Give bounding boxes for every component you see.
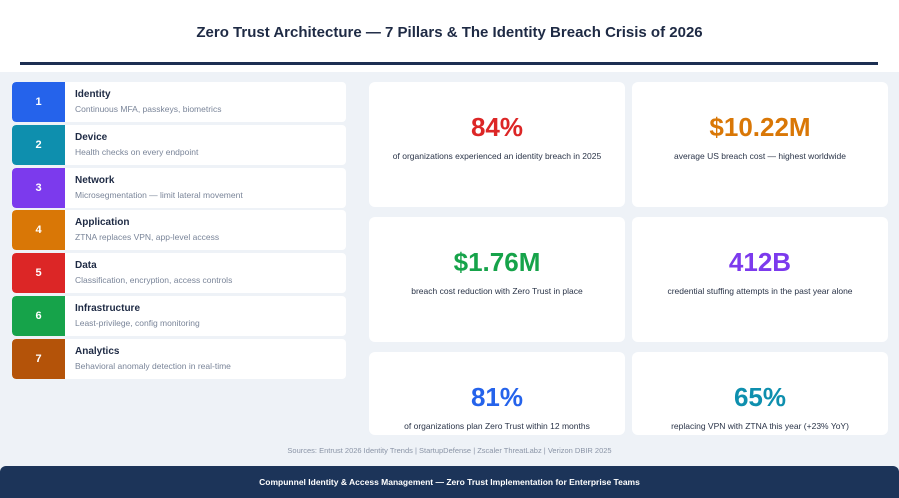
pillar-name: Application [75, 217, 130, 229]
stat-value: $1.76M [453, 247, 541, 277]
pillar-item: 1 Identity Continuous MFA, passkeys, bio… [12, 82, 346, 122]
stat-caption: breach cost reduction with Zero Trust in… [411, 286, 583, 296]
pillar-description: ZTNA replaces VPN, app-level access [75, 232, 220, 243]
stat-card: 65% replacing VPN with ZTNA this year (+… [632, 352, 888, 435]
stat-value: 81% [470, 382, 524, 412]
pillar-item: 6 Infrastructure Least-privilege, config… [12, 296, 346, 336]
pillar-item: 3 Network Microsegmentation — limit late… [12, 167, 346, 208]
pillar-name: Identity [75, 89, 111, 100]
stat-caption: of organizations experienced an identity… [392, 151, 602, 161]
stat-value: 84% [470, 112, 524, 142]
pillar-item: 5 Data Classification, encryption, acces… [12, 253, 346, 294]
stat-caption: credential stuffing attempts in the past… [667, 286, 853, 296]
pillar-name: Network [75, 174, 115, 186]
pillar-description: Microsegmentation — limit lateral moveme… [75, 189, 243, 200]
stat-value: 65% [733, 382, 787, 412]
pillar-description: Behavioral anomaly detection in real-tim… [75, 360, 231, 371]
pillar-description: Least-privilege, config monitoring [75, 318, 200, 328]
pillar-name: Infrastructure [75, 303, 141, 314]
stat-card: 84% of organizations experienced an iden… [369, 82, 625, 207]
pillar-description: Continuous MFA, passkeys, biometrics [75, 104, 222, 114]
stat-value: 412B [728, 247, 792, 277]
page-title: Zero Trust Architecture — 7 Pillars & Th… [196, 24, 703, 41]
pillar-name: Analytics [75, 345, 120, 357]
pillar-number: 3 [12, 167, 65, 208]
pillar-number: 2 [12, 124, 65, 165]
pillar-number: 4 [12, 210, 65, 251]
footer-banner: Compunnel Identity & Access Management —… [0, 466, 899, 498]
pillar-item: 4 Application ZTNA replaces VPN, app-lev… [12, 210, 346, 251]
pillar-name: Data [75, 260, 97, 272]
stat-value: $10.22M [709, 112, 811, 142]
pillar-number: 7 [12, 338, 65, 379]
sources-note: Sources: Entrust 2026 Identity Trends | … [287, 446, 612, 455]
pillar-name: Device [75, 131, 108, 143]
pillar-description: Health checks on every endpoint [75, 146, 199, 157]
pillar-item: 2 Device Health checks on every endpoint [12, 124, 346, 165]
pillar-number: 5 [12, 253, 65, 294]
stat-card: 81% of organizations plan Zero Trust wit… [369, 352, 625, 435]
header: Zero Trust Architecture — 7 Pillars & Th… [0, 0, 899, 72]
pillar-item: 7 Analytics Behavioral anomaly detection… [12, 338, 346, 379]
pillar-description: Classification, encryption, access contr… [75, 275, 233, 286]
stat-caption: of organizations plan Zero Trust within … [404, 421, 590, 431]
stat-card: $1.76M breach cost reduction with Zero T… [369, 217, 625, 342]
pillar-number: 1 [12, 82, 65, 122]
stat-caption: replacing VPN with ZTNA this year (+23% … [671, 421, 849, 431]
stat-caption: average US breach cost — highest worldwi… [674, 151, 846, 161]
pillar-number: 6 [12, 296, 65, 336]
stat-card: 412B credential stuffing attempts in the… [632, 217, 888, 342]
divider [20, 62, 878, 65]
stat-card: $10.22M average US breach cost — highest… [632, 82, 888, 207]
